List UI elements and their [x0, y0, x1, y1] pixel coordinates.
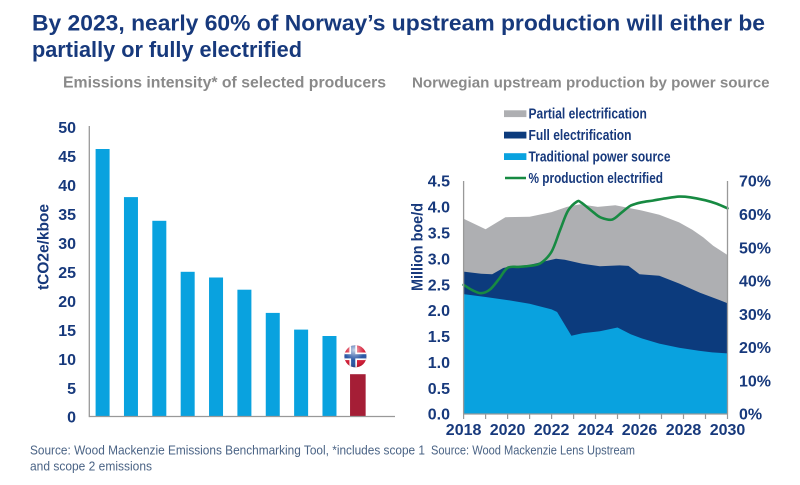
- svg-text:Norwegian upstream production: Norwegian upstream production by power s…: [412, 74, 770, 91]
- svg-text:0.0: 0.0: [428, 407, 450, 424]
- svg-text:20%: 20%: [739, 340, 771, 357]
- svg-text:35: 35: [58, 207, 76, 224]
- svg-text:60%: 60%: [739, 207, 771, 224]
- svg-text:5: 5: [67, 381, 76, 398]
- svg-text:Emissions intensity* of select: Emissions intensity* of selected produce…: [63, 74, 386, 91]
- svg-text:70%: 70%: [739, 174, 771, 191]
- svg-text:0.5: 0.5: [428, 381, 450, 398]
- svg-text:20: 20: [58, 294, 76, 311]
- svg-text:2022: 2022: [534, 422, 570, 439]
- svg-text:tCO2e/kboe: tCO2e/kboe: [36, 204, 53, 290]
- svg-text:Full electrification: Full electrification: [529, 127, 632, 144]
- svg-text:Million boe/d: Million boe/d: [410, 203, 427, 291]
- svg-text:2.5: 2.5: [428, 277, 450, 294]
- svg-text:30%: 30%: [739, 307, 771, 324]
- svg-text:partially or fully electrified: partially or fully electrified: [32, 37, 302, 62]
- svg-text:2020: 2020: [490, 422, 526, 439]
- svg-text:40: 40: [58, 178, 76, 195]
- svg-text:10%: 10%: [739, 373, 771, 390]
- svg-text:10: 10: [58, 352, 76, 369]
- svg-text:2018: 2018: [446, 422, 482, 439]
- svg-text:Source: Wood Mackenzie Lens Up: Source: Wood Mackenzie Lens Upstream: [431, 443, 635, 458]
- svg-text:50: 50: [58, 120, 76, 137]
- svg-text:By 2023, nearly 60% of Norway’: By 2023, nearly 60% of Norway’s upstream…: [32, 10, 765, 35]
- svg-text:45: 45: [58, 149, 76, 166]
- svg-text:Traditional power source: Traditional power source: [529, 148, 671, 165]
- svg-text:4.0: 4.0: [428, 200, 450, 217]
- svg-text:1.0: 1.0: [428, 355, 450, 372]
- svg-text:25: 25: [58, 265, 76, 282]
- svg-text:30: 30: [58, 236, 76, 253]
- svg-text:4.5: 4.5: [428, 174, 450, 191]
- svg-text:3.5: 3.5: [428, 225, 450, 242]
- svg-text:2024: 2024: [578, 422, 614, 439]
- svg-text:2026: 2026: [622, 422, 658, 439]
- svg-text:2.0: 2.0: [428, 303, 450, 320]
- svg-text:% production electrified: % production electrified: [529, 170, 664, 187]
- svg-text:50%: 50%: [739, 240, 771, 257]
- svg-text:15: 15: [58, 323, 76, 340]
- svg-text:Partial electrification: Partial electrification: [529, 106, 647, 123]
- svg-text:and scope 2 emissions: and scope 2 emissions: [30, 459, 152, 474]
- svg-text:1.5: 1.5: [428, 329, 450, 346]
- svg-text:0: 0: [67, 410, 76, 427]
- svg-text:40%: 40%: [739, 274, 771, 291]
- svg-text:2030: 2030: [710, 422, 746, 439]
- svg-text:3.0: 3.0: [428, 251, 450, 268]
- svg-text:2028: 2028: [666, 422, 702, 439]
- svg-text:Source: Wood Mackenzie Emissio: Source: Wood Mackenzie Emissions Benchma…: [30, 443, 425, 458]
- svg-text:0%: 0%: [739, 407, 762, 424]
